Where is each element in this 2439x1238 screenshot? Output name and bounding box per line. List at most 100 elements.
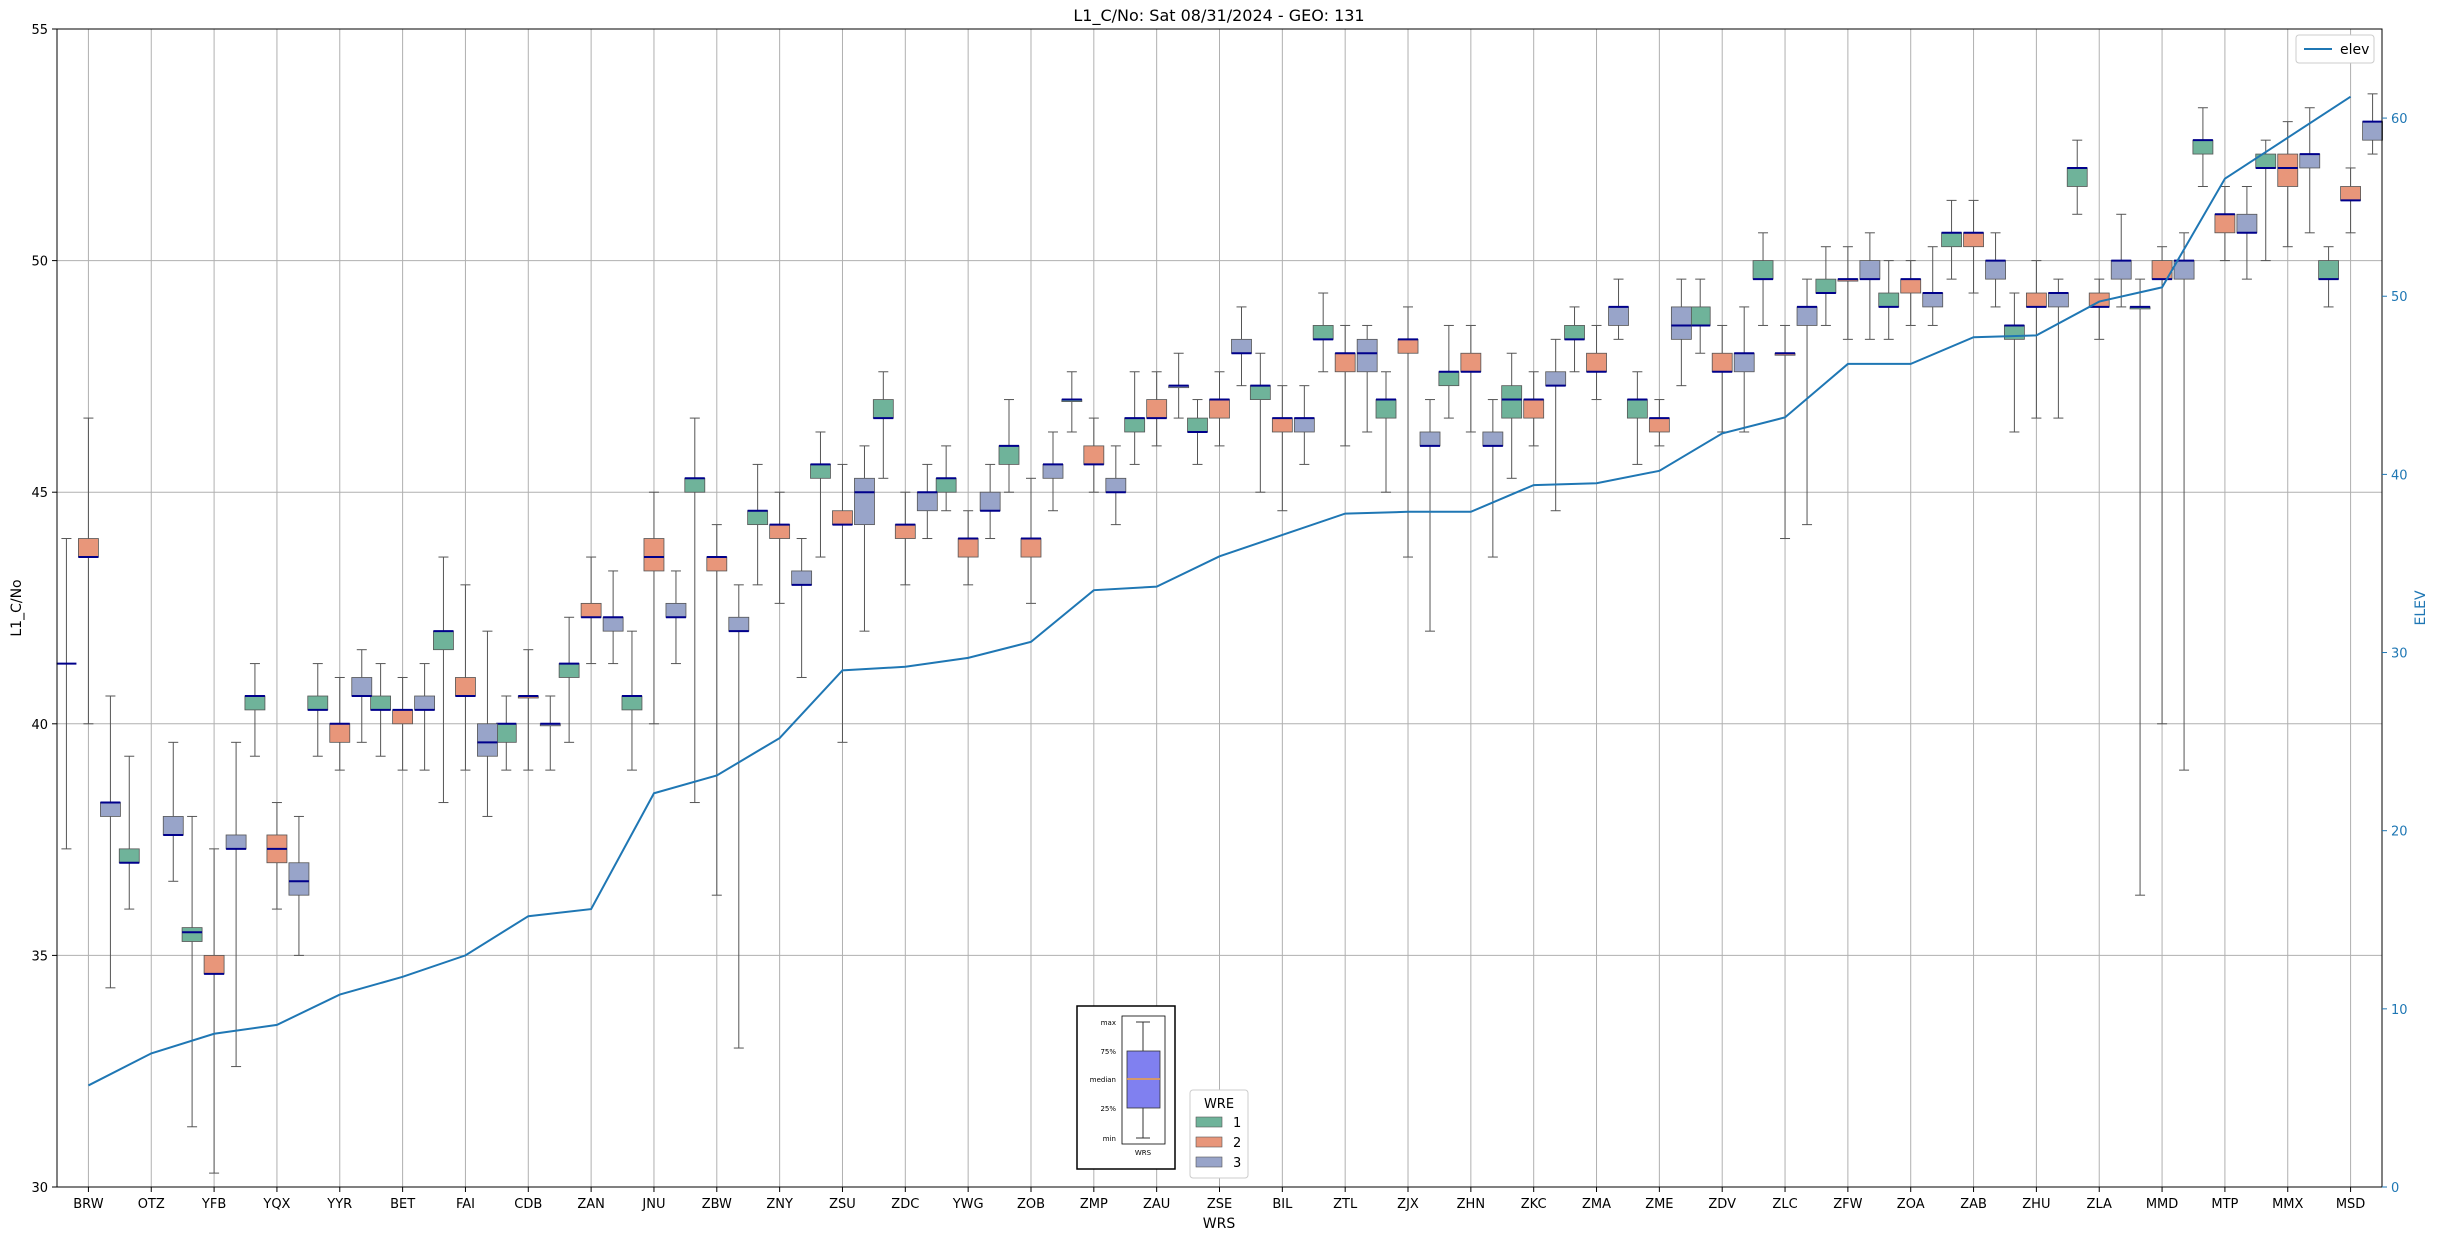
box bbox=[665, 602, 687, 618]
x-tick-label: YYR bbox=[326, 1197, 352, 1212]
x-tick-label: CDB bbox=[514, 1197, 542, 1212]
box bbox=[392, 709, 414, 725]
box bbox=[2003, 325, 2025, 340]
x-tick-label: ZSE bbox=[1207, 1197, 1232, 1212]
y2-tick-label: 30 bbox=[2391, 647, 2408, 662]
box bbox=[1042, 464, 1064, 479]
y2-tick-label: 50 bbox=[2391, 290, 2408, 305]
box bbox=[495, 723, 517, 743]
y2-tick-label: 60 bbox=[2391, 112, 2408, 127]
box bbox=[370, 695, 392, 711]
x-tick-label: MMX bbox=[2272, 1197, 2303, 1212]
box bbox=[1752, 260, 1774, 280]
box bbox=[810, 464, 831, 479]
x-tick-label: ZHN bbox=[1457, 1197, 1485, 1212]
wre-legend-label-1: 1 bbox=[1233, 1116, 1241, 1131]
wre-legend-label-3: 3 bbox=[1233, 1156, 1241, 1171]
y-axis-label: L1_C/No bbox=[9, 579, 25, 636]
box bbox=[558, 663, 580, 678]
box bbox=[935, 477, 957, 493]
box bbox=[2362, 121, 2383, 141]
x-tick-label: BRW bbox=[73, 1197, 103, 1212]
box bbox=[1985, 260, 2006, 280]
x-tick-label: ZLA bbox=[2087, 1197, 2112, 1212]
x-tick-label: ZDC bbox=[891, 1197, 919, 1212]
box bbox=[1608, 306, 1629, 326]
box bbox=[203, 955, 225, 975]
x-tick-label: JNU bbox=[641, 1197, 665, 1212]
box bbox=[1249, 385, 1271, 400]
elev-line bbox=[87, 95, 2352, 1087]
box bbox=[455, 677, 476, 697]
elev-line-layer bbox=[87, 95, 2352, 1087]
box bbox=[1083, 445, 1105, 465]
key-label-max: max bbox=[1101, 1019, 1116, 1027]
x-tick-label: ZMP bbox=[1080, 1197, 1108, 1212]
box bbox=[894, 524, 916, 539]
x-tick-label: ZKC bbox=[1521, 1197, 1547, 1212]
box bbox=[181, 927, 203, 942]
box bbox=[2299, 153, 2321, 169]
box bbox=[307, 695, 329, 711]
x-tick-label: ZFW bbox=[1833, 1197, 1862, 1212]
x-tick-label: ZAU bbox=[1143, 1197, 1170, 1212]
x-tick-label: OTZ bbox=[138, 1197, 165, 1212]
box bbox=[433, 630, 454, 651]
axes: 30 35 40 45 50 55 0 10 20 30 40 50 60 BRW OTZ YFB YQX YYR… bbox=[31, 23, 2407, 1212]
x-tick-label: MSD bbox=[2336, 1197, 2365, 1212]
x-tick-label: ZME bbox=[1645, 1197, 1673, 1212]
box bbox=[1124, 417, 1146, 433]
box bbox=[1231, 338, 1252, 354]
box bbox=[1733, 352, 1755, 373]
box bbox=[916, 491, 938, 512]
box bbox=[1564, 325, 1585, 340]
x-tick-label: ZAB bbox=[1960, 1197, 1987, 1212]
box bbox=[2173, 260, 2195, 280]
y-tick-label: 55 bbox=[31, 23, 48, 38]
x-axis-label: WRS bbox=[1203, 1216, 1236, 1232]
box bbox=[2110, 260, 2132, 280]
box bbox=[1146, 399, 1168, 419]
box bbox=[2318, 260, 2339, 280]
box bbox=[1586, 352, 1607, 373]
box bbox=[2192, 139, 2214, 155]
box bbox=[1482, 431, 1504, 447]
box bbox=[643, 538, 665, 572]
box bbox=[1796, 306, 1818, 326]
box bbox=[979, 491, 1001, 512]
y2-tick-label: 40 bbox=[2391, 468, 2408, 483]
key-label-min: min bbox=[1103, 1135, 1116, 1143]
elev-legend-label: elev bbox=[2340, 42, 2369, 58]
box bbox=[728, 616, 750, 632]
x-tick-label: ZHU bbox=[2022, 1197, 2050, 1212]
box bbox=[2047, 292, 2069, 308]
box bbox=[1271, 417, 1293, 433]
x-tick-label: ZBW bbox=[702, 1197, 732, 1212]
box bbox=[1312, 325, 1334, 340]
box bbox=[1375, 399, 1397, 419]
box bbox=[118, 848, 140, 864]
box bbox=[329, 723, 351, 743]
box bbox=[1711, 352, 1733, 373]
box bbox=[1397, 338, 1419, 354]
x-tick-label: ZOA bbox=[1897, 1197, 1925, 1212]
box bbox=[1187, 417, 1208, 433]
x-tick-label: ZTL bbox=[1333, 1197, 1358, 1212]
wre-legend-swatch-2 bbox=[1195, 1136, 1223, 1148]
box bbox=[1501, 385, 1523, 419]
x-tick-label: ZDV bbox=[1708, 1197, 1736, 1212]
box bbox=[2214, 213, 2236, 234]
box bbox=[1878, 292, 1900, 308]
box bbox=[1419, 431, 1441, 447]
box bbox=[872, 399, 894, 419]
box bbox=[998, 445, 1020, 465]
box bbox=[1900, 278, 1922, 294]
box bbox=[706, 556, 728, 572]
y-tick-label: 45 bbox=[31, 486, 48, 501]
key-label-q3: 75% bbox=[1100, 1048, 1116, 1056]
y-tick-label: 50 bbox=[31, 255, 48, 270]
box bbox=[1689, 306, 1711, 326]
box bbox=[100, 802, 121, 817]
x-tick-label: BET bbox=[390, 1197, 415, 1212]
